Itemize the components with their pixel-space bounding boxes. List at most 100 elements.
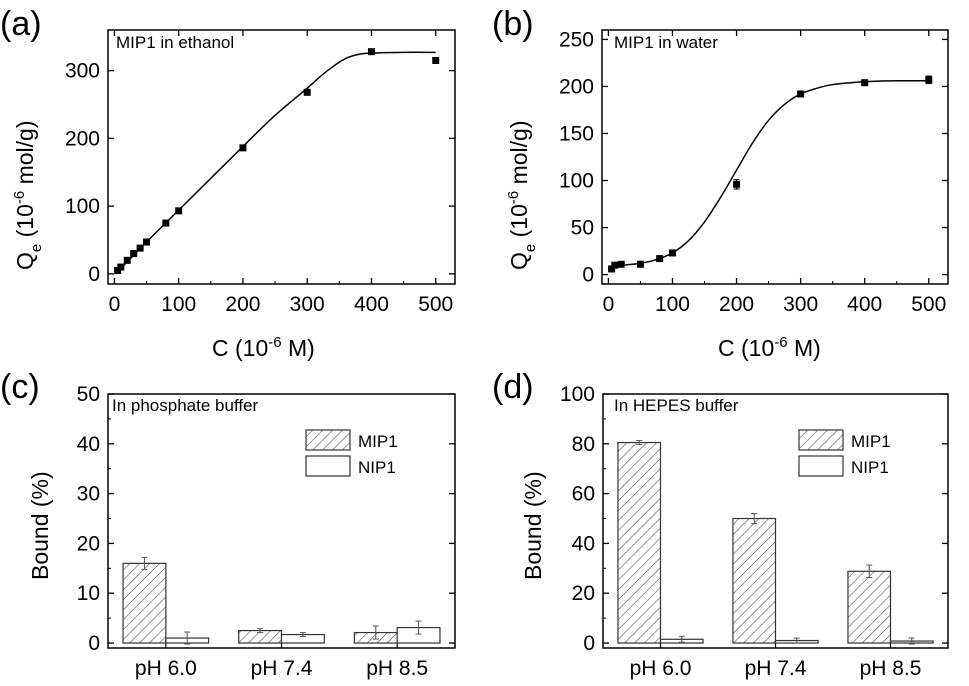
panel-b-data-point [925, 76, 933, 84]
panel-b-data-point [733, 180, 741, 188]
panel-c-title: In phosphate buffer [112, 396, 259, 415]
panel-d-ytick-label: 20 [572, 582, 595, 605]
panel-a-ylabel: Qe (10-6 mol/g) [11, 120, 45, 270]
panel-a-data-point [117, 263, 125, 271]
panel-a-xlabel-main: C (10 [212, 335, 268, 361]
panel-a-data-point [175, 207, 183, 215]
panel-c-legend-swatch-mip1 [305, 429, 351, 451]
panel-d-category-label: pH 6.0 [630, 657, 692, 680]
panel-c-ytick-label: 30 [77, 483, 100, 506]
panel-a-frame [107, 29, 456, 285]
panel-d-bar-mip1 [732, 517, 777, 644]
panel-c-category-label: pH 8.5 [366, 657, 428, 680]
panel-b-data-point [861, 79, 869, 87]
panel-a-ylabel-main: Q [12, 252, 38, 270]
panel-c-category-label: pH 7.4 [251, 657, 313, 680]
panel-b-xtick-label: 500 [911, 293, 946, 316]
panel-b-data-point [608, 265, 616, 273]
panel-b-plot: 0 100 200 300 400 500 0 50 100 150 200 250 [559, 28, 949, 316]
panel-b-xtick-label: 400 [847, 293, 882, 316]
panel-c-legend-swatch-nip1 [305, 455, 351, 477]
panel-b-xlabel: C (10-6 M) [718, 334, 821, 361]
panel-a-plot: 0 100 200 300 400 500 0 100 200 300 [65, 29, 456, 316]
panel-d-ylabel: Bound (%) [520, 471, 546, 580]
panel-b-ylabel: Qe (10-6 mol/g) [505, 120, 539, 270]
panel-a-xtick-label: 200 [225, 293, 260, 316]
panel-d-title: In HEPES buffer [614, 396, 739, 415]
panel-a-ylabel-sup: -6 [11, 191, 28, 204]
panel-b-data-point [611, 261, 619, 269]
panel-d-ytick-label: 60 [572, 483, 595, 506]
panel-c-ytick-label: 50 [77, 383, 100, 406]
panel-d-letter: (d) [492, 368, 534, 406]
panel-a-data-point [239, 144, 247, 152]
panel-b-ytick-label: 0 [582, 264, 594, 287]
panel-d-ytick-label: 80 [572, 433, 595, 456]
panel-b-letter: (b) [492, 5, 534, 43]
panel-c: (c) 0 10 20 30 40 50 pH 6.0 pH 7.4 pH 8.5 MIP1 NIP… [0, 368, 456, 680]
panel-b-fit-curve [611, 79, 929, 268]
panel-b-ylabel-tail: mol/g) [506, 120, 532, 190]
panel-c-ylabel: Bound (%) [27, 471, 53, 580]
panel-b-xtick-label: 300 [783, 293, 818, 316]
panel-c-legend-label: MIP1 [358, 432, 398, 451]
panel-d-ytick-label: 0 [583, 632, 595, 655]
panel-a-xlabel: C (10-6 M) [212, 334, 315, 361]
panel-a-xtick-label: 500 [418, 293, 453, 316]
panel-b: (b) 0 100 200 300 400 500 0 50 100 150 200 250 MIP1… [492, 5, 949, 361]
panel-a-data-point [136, 244, 144, 252]
panel-b-ytick-label: 100 [559, 170, 594, 193]
panel-a-xlabel-tail: M) [282, 335, 315, 361]
panel-b-title: MIP1 in water [614, 33, 718, 52]
panel-d-ytick-label: 100 [560, 383, 595, 406]
panel-b-xlabel-tail: M) [788, 335, 821, 361]
panel-a-xtick-label: 0 [109, 293, 121, 316]
panel-a-ytick-label: 100 [65, 195, 100, 218]
panel-b-xtick-label: 0 [603, 293, 615, 316]
panel-b-data-point [668, 249, 676, 257]
panel-b-data-point [636, 260, 644, 268]
panel-b-ytick-label: 200 [559, 75, 594, 98]
panel-a-data-point [143, 238, 151, 246]
panel-d-legend-label: NIP1 [851, 458, 889, 477]
panel-c-ytick-label: 40 [77, 433, 100, 456]
panel-c-ytick-label: 10 [77, 582, 100, 605]
panel-a-data-point [367, 48, 375, 56]
panel-d-bar-mip1 [617, 441, 662, 644]
panel-b-xlabel-main: C (10 [718, 335, 774, 361]
panel-d-legend-swatch-mip1 [798, 429, 844, 451]
panel-a-xtick-label: 300 [290, 293, 325, 316]
panel-b-frame [601, 29, 949, 285]
panel-a: (a) 0 100 200 300 400 500 0 100 200 300 MIP1 in e… [0, 5, 456, 361]
panel-b-xlabel-sup: -6 [774, 334, 787, 351]
panel-a-data-point [123, 256, 131, 264]
panel-b-ylabel-main: Q [506, 252, 532, 270]
panel-c-ytick-label: 0 [88, 632, 100, 655]
panel-a-ylabel-mid: (10 [12, 204, 38, 244]
panel-a-fit-curve [117, 51, 436, 273]
panel-a-data-point [303, 88, 311, 96]
panel-a-ytick-label: 0 [88, 263, 100, 286]
panel-a-data-point [130, 250, 138, 258]
panel-c-ytick-label: 20 [77, 532, 100, 555]
panel-a-xlabel-sup: -6 [268, 334, 281, 351]
panel-d-plot: 0 20 40 60 80 100 pH 6.0 pH 7.4 pH 8.5 MIP1 NIP1 [560, 383, 949, 680]
panel-b-xtick-label: 100 [655, 293, 690, 316]
panel-d-legend-label: MIP1 [851, 432, 891, 451]
panel-d-category-label: pH 7.4 [745, 657, 807, 680]
panel-c-bar-mip1 [122, 562, 167, 644]
panel-a-xtick-label: 100 [161, 293, 196, 316]
panel-b-ylabel-sup: -6 [505, 191, 522, 204]
panel-c-plot: 0 10 20 30 40 50 pH 6.0 pH 7.4 pH 8.5 MIP1 NIP1 [77, 383, 456, 680]
panel-b-ytick-label: 150 [559, 122, 594, 145]
panel-a-ylabel-sub: e [28, 244, 45, 252]
panel-b-ylabel-sub: e [522, 244, 539, 252]
panel-d-ytick-label: 40 [572, 532, 595, 555]
panel-d-category-label: pH 8.5 [860, 657, 922, 680]
panel-a-title: MIP1 in ethanol [116, 33, 234, 52]
panel-c-category-label: pH 6.0 [135, 657, 197, 680]
panel-d-legend-swatch-nip1 [798, 455, 844, 477]
panel-b-data-point [797, 90, 805, 98]
panel-c-letter: (c) [0, 368, 40, 406]
panel-d-bar-mip1 [847, 570, 892, 644]
